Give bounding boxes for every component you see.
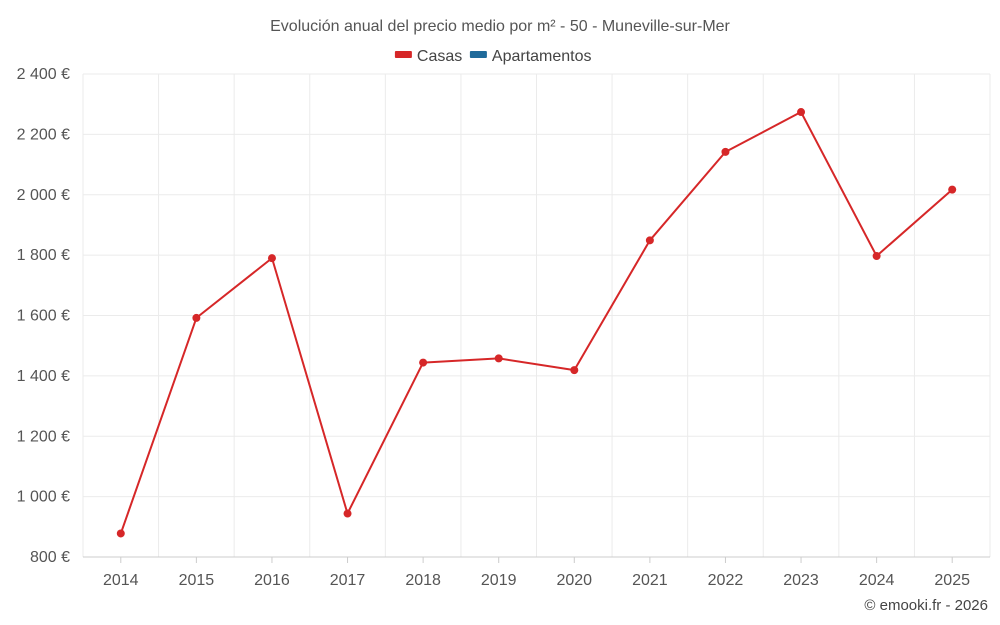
x-tick-label: 2019 bbox=[481, 572, 517, 589]
grid bbox=[82, 73, 991, 557]
y-tick-label: 2 000 € bbox=[17, 187, 70, 204]
x-tick-label: 2015 bbox=[179, 572, 215, 589]
x-tick-label: 2016 bbox=[254, 572, 290, 589]
series-line-casas bbox=[119, 111, 953, 534]
x-tick-label: 2024 bbox=[859, 572, 895, 589]
x-tick-label: 2022 bbox=[708, 572, 744, 589]
x-tick-label: 2018 bbox=[405, 572, 441, 589]
data-point bbox=[116, 529, 125, 538]
series-layer bbox=[116, 108, 957, 538]
legend-swatch-casas bbox=[394, 51, 412, 58]
axes: 800 € 1 000 € 1 200 € 1 400 € 1 600 € 1 800 €… bbox=[17, 66, 990, 589]
data-point bbox=[948, 185, 957, 194]
data-point bbox=[721, 147, 730, 156]
credit-text: © emooki.fr - 2026 bbox=[864, 597, 988, 614]
y-tick-label: 1 600 € bbox=[17, 308, 70, 325]
data-point bbox=[797, 108, 806, 117]
x-tick-label: 2020 bbox=[556, 572, 592, 589]
legend-label-apartamentos: Apartamentos bbox=[492, 48, 592, 65]
x-tick-label: 2021 bbox=[632, 572, 668, 589]
x-tick-label: 2014 bbox=[103, 572, 139, 589]
chart-title: Evolución anual del precio medio por m² … bbox=[270, 18, 730, 35]
data-point bbox=[267, 254, 276, 263]
data-point bbox=[494, 354, 503, 363]
y-tick-label: 1 400 € bbox=[17, 368, 70, 385]
data-point bbox=[645, 236, 654, 245]
y-tick-label: 800 € bbox=[30, 549, 70, 566]
data-point bbox=[419, 358, 428, 367]
x-tick-label: 2025 bbox=[934, 572, 970, 589]
legend: Casas Apartamentos bbox=[394, 48, 592, 65]
y-tick-label: 1 200 € bbox=[17, 428, 70, 445]
x-tick-label: 2017 bbox=[330, 572, 366, 589]
y-tick-label: 2 200 € bbox=[17, 126, 70, 143]
data-point bbox=[570, 366, 579, 375]
data-point bbox=[192, 313, 201, 322]
data-point bbox=[872, 252, 881, 261]
x-tick-label: 2023 bbox=[783, 572, 819, 589]
y-tick-label: 1 800 € bbox=[17, 247, 70, 264]
y-tick-label: 1 000 € bbox=[17, 489, 70, 506]
legend-label-casas: Casas bbox=[417, 48, 462, 65]
y-tick-label: 2 400 € bbox=[17, 66, 70, 83]
data-point bbox=[343, 509, 352, 518]
legend-swatch-apartamentos bbox=[469, 51, 487, 58]
